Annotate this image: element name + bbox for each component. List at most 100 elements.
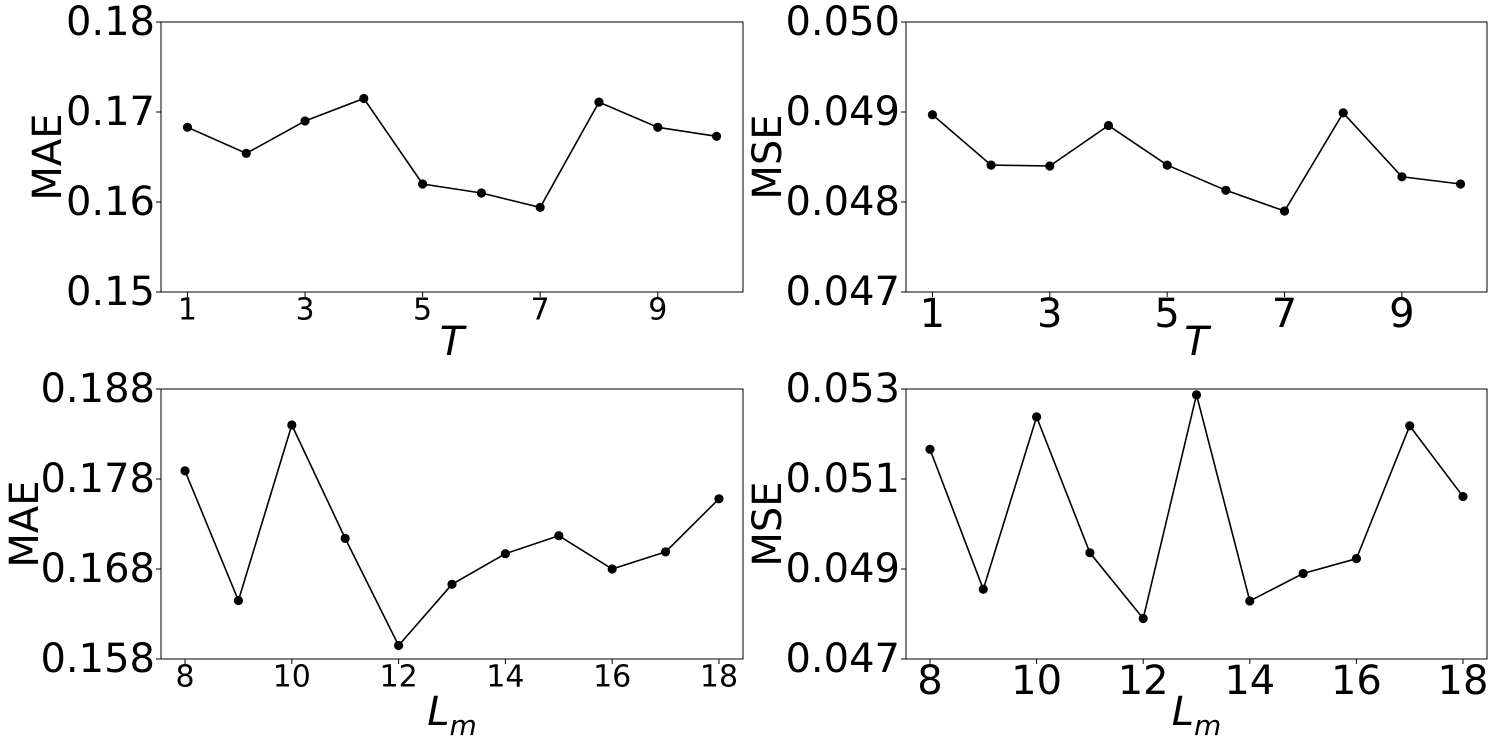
x-tick-label: 8 bbox=[175, 660, 194, 695]
x-axis-label: Lm bbox=[1172, 689, 1222, 742]
y-tick-label: 0.188 bbox=[40, 366, 155, 412]
x-tick-label: 5 bbox=[1154, 291, 1179, 337]
y-tick-label: 0.049 bbox=[785, 89, 900, 135]
x-tick-label: 1 bbox=[178, 293, 197, 328]
y-tick-label: 0.178 bbox=[40, 456, 155, 502]
x-tick-label: 14 bbox=[486, 660, 524, 695]
data-point bbox=[1397, 172, 1407, 182]
data-point bbox=[927, 110, 938, 120]
x-tick-label: 9 bbox=[1389, 291, 1414, 337]
x-tick-label: 1 bbox=[920, 291, 945, 337]
series-line bbox=[929, 394, 1464, 621]
y-tick-label: 0.048 bbox=[785, 179, 900, 225]
y-tick-label: 0.047 bbox=[785, 636, 900, 682]
y-tick-label: 0.051 bbox=[785, 456, 900, 502]
x-axis-label-main: T bbox=[1184, 319, 1212, 365]
x-tick-label: 14 bbox=[1224, 658, 1275, 704]
data-point bbox=[714, 494, 724, 504]
x-tick-label: 12 bbox=[1118, 658, 1169, 704]
plot-frame bbox=[905, 21, 1488, 293]
x-tick-label: 3 bbox=[295, 293, 314, 328]
data-point bbox=[1162, 160, 1172, 170]
data-point bbox=[447, 579, 457, 589]
data-point bbox=[1338, 108, 1348, 118]
series-line bbox=[931, 111, 1461, 212]
chart-panel-top-right: 0.047 0.048 0.049 0.050 1 3 5 7 9 T MSE bbox=[745, 0, 1488, 365]
data-point bbox=[607, 564, 617, 574]
x-tick-label: 10 bbox=[273, 660, 311, 695]
data-point bbox=[1245, 596, 1255, 606]
plot-frame bbox=[160, 21, 744, 293]
plot-frame bbox=[905, 388, 1488, 660]
data-point bbox=[986, 160, 996, 170]
x-tick-label: 7 bbox=[1272, 291, 1297, 337]
x-tick-label: 10 bbox=[1011, 658, 1062, 704]
data-point bbox=[1458, 491, 1468, 502]
data-point bbox=[1103, 120, 1114, 131]
y-tick-label: 0.050 bbox=[785, 0, 900, 45]
x-tick-label: 16 bbox=[1331, 658, 1382, 704]
data-point bbox=[1279, 206, 1290, 216]
data-point bbox=[653, 122, 663, 132]
x-tick-label: 18 bbox=[1438, 658, 1489, 704]
data-point bbox=[1405, 421, 1415, 431]
data-point bbox=[182, 122, 193, 132]
data-point bbox=[1298, 568, 1308, 579]
data-point bbox=[1031, 412, 1042, 422]
data-point bbox=[554, 531, 564, 541]
data-point bbox=[1351, 554, 1362, 564]
x-axis-label: Lm bbox=[427, 689, 477, 742]
data-point bbox=[1191, 390, 1202, 400]
data-point bbox=[535, 202, 545, 212]
y-axis-label: MAE bbox=[25, 113, 71, 200]
x-tick-label: 7 bbox=[531, 293, 550, 328]
data-point bbox=[287, 420, 297, 430]
data-point bbox=[476, 188, 486, 198]
x-axis-label: T bbox=[1184, 319, 1212, 365]
data-point bbox=[340, 533, 350, 544]
data-point bbox=[1138, 613, 1148, 624]
data-point bbox=[300, 116, 310, 126]
x-tick-label: 5 bbox=[413, 293, 432, 328]
data-point bbox=[711, 131, 722, 141]
plot-frame bbox=[160, 388, 744, 660]
data-point bbox=[925, 444, 935, 454]
y-tick-label: 0.053 bbox=[785, 366, 900, 412]
y-axis-label: MAE bbox=[2, 480, 48, 567]
x-axis-label-subscript: m bbox=[1194, 709, 1221, 742]
series-line bbox=[184, 422, 720, 647]
data-point bbox=[500, 549, 510, 559]
chart-panel-top-left: 0.15 0.16 0.17 0.18 1 3 5 7 9 T MAE bbox=[25, 0, 744, 365]
chart-panel-bottom-left: 0.158 0.168 0.178 0.188 8 10 12 14 16 18 Lm MAE bbox=[2, 366, 744, 742]
y-tick-label: 0.18 bbox=[66, 0, 155, 45]
x-tick-label: 18 bbox=[700, 660, 738, 695]
x-tick-label: 12 bbox=[380, 660, 418, 695]
y-axis-label: MSE bbox=[745, 481, 791, 566]
data-point bbox=[1085, 548, 1095, 558]
data-point bbox=[418, 179, 428, 189]
x-axis-label: T bbox=[440, 319, 468, 365]
series-line bbox=[187, 97, 717, 209]
y-axis-label: MSE bbox=[745, 114, 791, 199]
data-point bbox=[1455, 179, 1466, 189]
y-tick-label: 0.168 bbox=[40, 546, 155, 592]
y-tick-label: 0.15 bbox=[66, 269, 155, 315]
y-tick-label: 0.047 bbox=[785, 269, 900, 315]
data-point bbox=[180, 466, 190, 476]
x-tick-label: 9 bbox=[648, 293, 667, 328]
data-point bbox=[660, 547, 671, 557]
x-axis-label-subscript: m bbox=[450, 709, 477, 742]
data-point bbox=[394, 640, 404, 651]
y-tick-label: 0.17 bbox=[66, 89, 155, 135]
x-axis-label-main: L bbox=[1172, 689, 1194, 735]
data-point bbox=[241, 148, 251, 158]
y-tick-label: 0.158 bbox=[40, 636, 155, 682]
data-point bbox=[978, 584, 988, 594]
x-axis-label-main: L bbox=[427, 689, 449, 735]
x-tick-label: 3 bbox=[1037, 291, 1062, 337]
x-axis-label-main: T bbox=[440, 319, 468, 365]
x-tick-label: 8 bbox=[917, 658, 942, 704]
data-point bbox=[1045, 161, 1055, 171]
chart-panel-bottom-right: 0.047 0.049 0.051 0.053 8 10 12 14 16 18 Lm MSE bbox=[745, 366, 1488, 742]
